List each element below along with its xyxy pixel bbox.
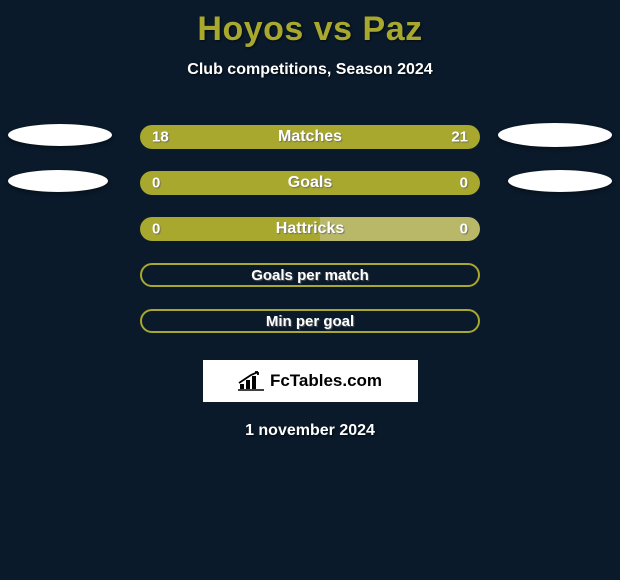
comparison-widget: Hoyos vs Paz Club competitions, Season 2… <box>0 0 620 440</box>
stat-left-value: 0 <box>152 221 160 238</box>
player-right-marker <box>498 123 612 147</box>
stat-left-value: 18 <box>152 129 169 146</box>
page-subtitle: Club competitions, Season 2024 <box>187 61 432 79</box>
stat-bar: 0 Hattricks 0 <box>140 217 480 241</box>
stat-label: Matches <box>278 128 342 146</box>
player-left-marker <box>8 170 108 192</box>
stat-bar: 0 Goals 0 <box>140 171 480 195</box>
stat-right-value: 21 <box>451 129 468 146</box>
stat-label: Goals per match <box>251 267 369 284</box>
stat-row-goals: 0 Goals 0 <box>0 160 620 206</box>
stat-left-value: 0 <box>152 175 160 192</box>
player-left-marker <box>8 124 112 146</box>
date-label: 1 november 2024 <box>245 422 375 440</box>
stat-right-value: 0 <box>460 175 468 192</box>
page-title: Hoyos vs Paz <box>197 10 422 49</box>
stat-bar: 18 Matches 21 <box>140 125 480 149</box>
stats-area: 18 Matches 21 0 Goals 0 0 H <box>0 114 620 344</box>
stat-label: Min per goal <box>266 313 354 330</box>
stat-label: Goals <box>288 174 332 192</box>
stat-row-matches: 18 Matches 21 <box>0 114 620 160</box>
bar-segment-left <box>140 171 310 195</box>
stat-bar-empty: Goals per match <box>140 263 480 287</box>
chart-icon <box>238 371 264 391</box>
stat-row-gpm: Goals per match <box>0 252 620 298</box>
stat-right-value: 0 <box>460 221 468 238</box>
brand-box[interactable]: FcTables.com <box>203 360 418 402</box>
brand-name: FcTables.com <box>270 371 382 391</box>
bar-segment-right <box>310 171 480 195</box>
stat-bar-empty: Min per goal <box>140 309 480 333</box>
stat-row-hattricks: 0 Hattricks 0 <box>0 206 620 252</box>
player-right-marker <box>508 170 612 192</box>
stat-label: Hattricks <box>276 220 344 238</box>
stat-row-mpg: Min per goal <box>0 298 620 344</box>
